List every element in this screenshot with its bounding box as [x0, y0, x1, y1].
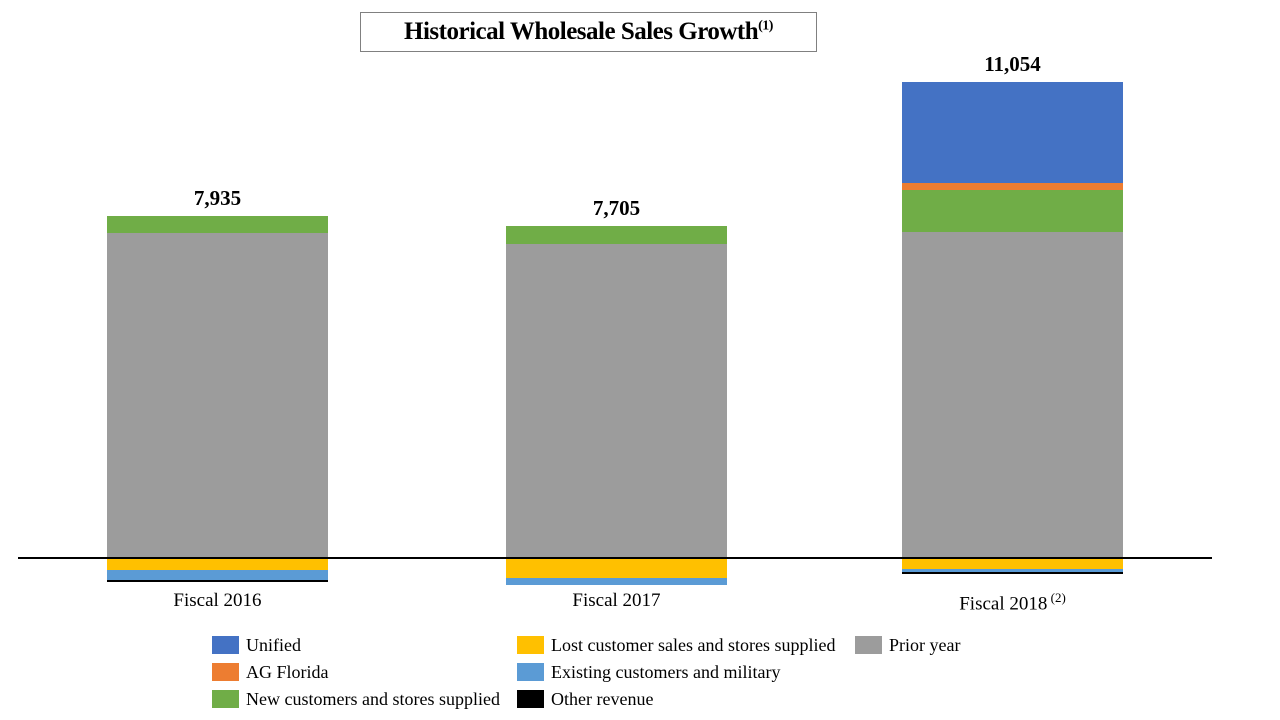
bar-segment-new-customers-and-stores-supplied	[107, 215, 328, 233]
bar-segment-other-revenue	[902, 572, 1123, 575]
stacked-bar-negative-fiscal-2018	[902, 559, 1123, 575]
chart-title-footnote-marker: (1)	[758, 18, 773, 34]
legend-item-lost-customer-sales-and-stores-supplied: Lost customer sales and stores supplied	[517, 636, 835, 654]
bar-segment-ag-florida	[902, 182, 1123, 190]
legend-column-1: Unified AG Florida New customers and store…	[212, 636, 500, 708]
stacked-bar-negative-fiscal-2016	[107, 559, 328, 582]
bar-segment-prior-year	[902, 231, 1123, 557]
stacked-bar-fiscal-2018	[902, 81, 1123, 557]
legend-item-label: AG Florida	[246, 662, 329, 682]
bar-segment-existing-customers-and-military	[107, 569, 328, 580]
legend-swatch-icon	[212, 663, 239, 681]
x-axis-category-label: Fiscal 2018 (2)	[862, 590, 1163, 615]
legend-item-other-revenue: Other revenue	[517, 690, 835, 708]
category-text: Fiscal 2017	[572, 590, 661, 611]
bar-segment-new-customers-and-stores-supplied	[902, 189, 1123, 232]
legend-swatch-icon	[212, 636, 239, 654]
bar-segment-new-customers-and-stores-supplied	[506, 225, 727, 244]
x-axis-line	[18, 557, 1212, 559]
bar-total-label: 7,705	[592, 195, 641, 220]
legend-item-prior-year: Prior year	[855, 636, 960, 654]
bar-segment-other-revenue	[107, 579, 328, 582]
legend-item-new-customers-and-stores-supplied: New customers and stores supplied	[212, 690, 500, 708]
legend-item-existing-customers-and-military: Existing customers and military	[517, 663, 835, 681]
legend-item-unified: Unified	[212, 636, 500, 654]
bar-segment-lost-customer-sales-and-stores-supplied	[107, 559, 328, 570]
legend-item-label: Lost customer sales and stores supplied	[551, 635, 836, 655]
legend-item-label: New customers and stores supplied	[246, 689, 500, 709]
stacked-bar-fiscal-2016	[107, 215, 328, 557]
category-footnote-marker: (2)	[1047, 590, 1066, 605]
legend-column-3: Prior year	[855, 636, 960, 654]
bar-segment-existing-customers-and-military	[902, 569, 1123, 573]
category-text: Fiscal 2018	[959, 593, 1048, 615]
bar-segment-prior-year	[506, 243, 727, 557]
legend-item-label: Prior year	[889, 635, 961, 655]
legend-swatch-icon	[855, 636, 882, 654]
legend-swatch-icon	[212, 690, 239, 708]
legend-swatch-icon	[517, 690, 544, 708]
stacked-bar-negative-fiscal-2017	[506, 559, 727, 585]
stacked-bar-fiscal-2017	[506, 225, 727, 557]
chart-title-box: Historical Wholesale Sales Growth(1)	[360, 12, 817, 52]
bar-segment-existing-customers-and-military	[506, 577, 727, 585]
x-axis-category-label: Fiscal 2017	[466, 590, 767, 612]
legend-item-label: Other revenue	[551, 689, 654, 709]
legend-item-label: Existing customers and military	[551, 662, 781, 682]
legend-item-ag-florida: AG Florida	[212, 663, 500, 681]
bar-segment-lost-customer-sales-and-stores-supplied	[506, 559, 727, 578]
bar-segment-lost-customer-sales-and-stores-supplied	[902, 559, 1123, 570]
legend-swatch-icon	[517, 636, 544, 654]
bar-segment-unified	[902, 81, 1123, 183]
x-axis-category-label: Fiscal 2016	[67, 590, 368, 612]
bar-total-label: 11,054	[984, 51, 1041, 76]
bar-segment-prior-year	[107, 232, 328, 557]
bar-total-label: 7,935	[193, 185, 242, 210]
legend-item-label: Unified	[246, 635, 301, 655]
chart-title: Historical Wholesale Sales Growth	[404, 18, 759, 45]
category-text: Fiscal 2016	[173, 590, 262, 611]
legend-column-2: Lost customer sales and stores supplied E…	[517, 636, 835, 708]
legend-swatch-icon	[517, 663, 544, 681]
